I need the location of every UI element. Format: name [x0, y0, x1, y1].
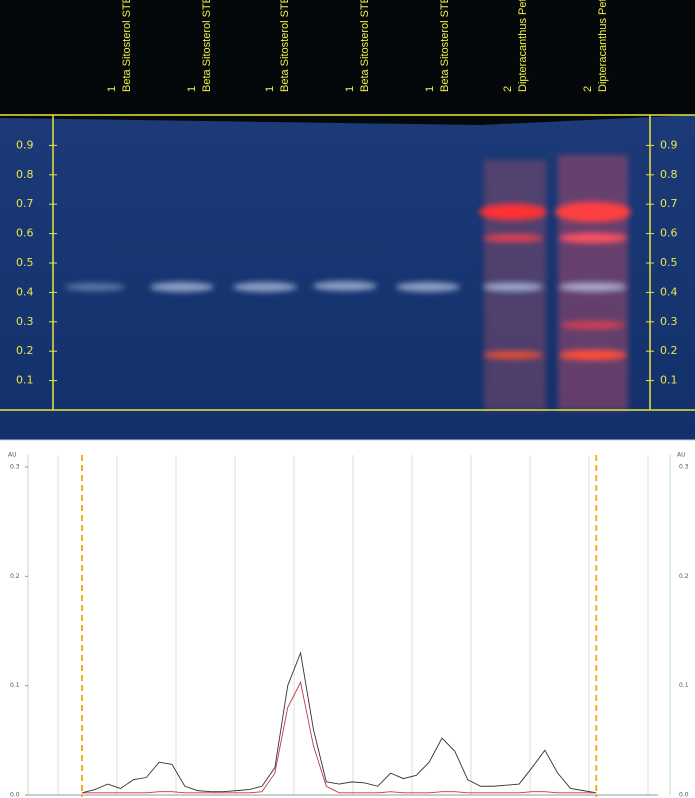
rf-tick-label: 0.3 — [16, 315, 34, 328]
rf-tick-label: 0.4 — [660, 285, 678, 298]
y-axis-label: AU — [677, 452, 686, 459]
rf-tick-label: 0.5 — [660, 256, 678, 269]
lane-label: Beta Sitosterol STE — [279, 0, 291, 92]
lane-number: 1 — [344, 86, 356, 92]
lane-label: Dipteracanthus Pet — [517, 0, 529, 92]
trace — [82, 653, 596, 793]
rf-tick-label: 0.6 — [16, 227, 34, 240]
y-tick-label: 0.1 — [10, 682, 20, 689]
rf-tick-label: 0.9 — [660, 138, 678, 151]
y-axis-label: AU — [8, 452, 17, 459]
y-tick-label: 0.3 — [679, 464, 689, 471]
lane-number: 1 — [186, 86, 198, 92]
rf-tick-label: 0.4 — [16, 285, 34, 298]
lane-label: Beta Sitosterol STE — [359, 0, 371, 92]
trace — [82, 682, 596, 792]
rf-tick-label: 0.9 — [16, 138, 34, 151]
lane-number: 2 — [502, 86, 514, 92]
lane-number: 2 — [582, 86, 594, 92]
y-tick-label: 0.1 — [679, 682, 689, 689]
figure: 1Beta Sitosterol STE1Beta Sitosterol STE… — [0, 0, 695, 798]
lane-label: Dipteracanthus Pet — [597, 0, 609, 92]
lane-number: 1 — [264, 86, 276, 92]
lane-label: Beta Sitosterol STE — [121, 0, 133, 92]
y-tick-label: 0.2 — [10, 573, 20, 580]
y-tick-label: 0.0 — [10, 792, 20, 798]
lane-number: 1 — [106, 86, 118, 92]
rf-tick-label: 0.3 — [660, 315, 678, 328]
rf-tick-label: 0.8 — [660, 168, 678, 181]
y-tick-label: 0.3 — [10, 464, 20, 471]
rf-tick-label: 0.6 — [660, 227, 678, 240]
lane-label: Beta Sitosterol STE — [201, 0, 213, 92]
y-tick-label: 0.0 — [679, 792, 689, 798]
rf-tick-label: 0.7 — [16, 197, 34, 210]
rf-tick-label: 0.5 — [16, 256, 34, 269]
y-tick-label: 0.2 — [679, 573, 689, 580]
rf-tick-label: 0.1 — [660, 374, 678, 387]
rf-tick-label: 0.8 — [16, 168, 34, 181]
rf-tick-label: 0.1 — [16, 374, 34, 387]
lane-number: 1 — [424, 86, 436, 92]
rf-tick-label: 0.2 — [660, 344, 678, 357]
rf-tick-label: 0.2 — [16, 344, 34, 357]
lane-label: Beta Sitosterol STE — [439, 0, 451, 92]
rf-tick-label: 0.7 — [660, 197, 678, 210]
